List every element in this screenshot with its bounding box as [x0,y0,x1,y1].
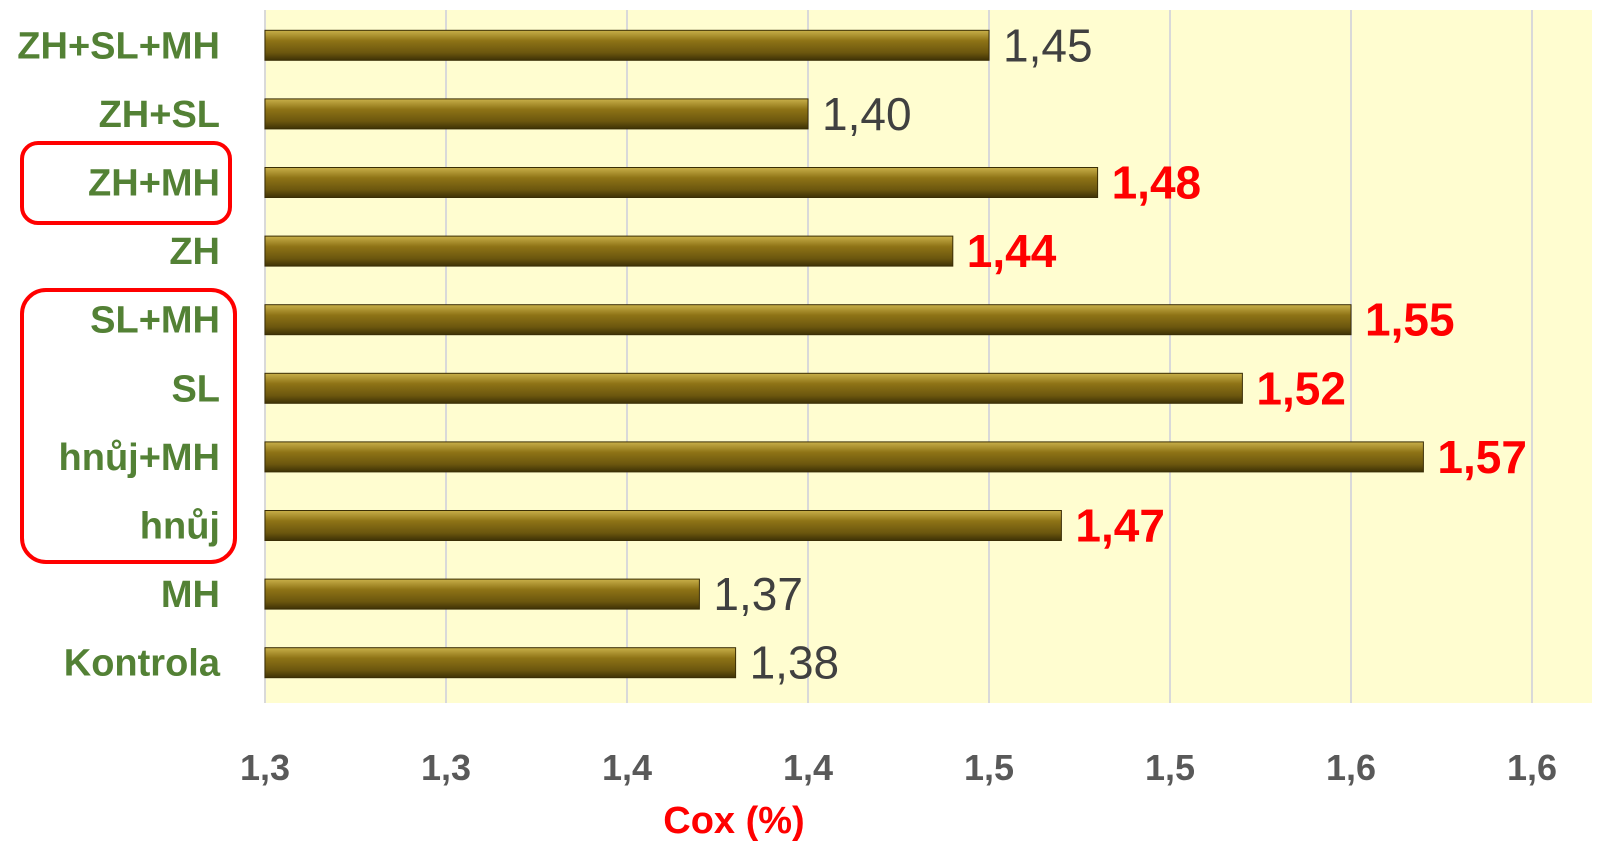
highlight-boxes [20,141,237,564]
category-label: ZH+MH [88,163,220,205]
value-label: 1,47 [1075,500,1165,552]
bar-zh [264,235,954,267]
x-tick-label: 1,5 [1145,747,1195,788]
highlight-box-zh-mh [20,141,232,225]
x-axis-title: Cox (%) [663,800,804,842]
x-tick-label: 1,3 [421,747,471,788]
category-label: ZH+SL [99,94,220,136]
x-tick-label: 1,6 [1326,747,1376,788]
x-tick-label: 1,4 [602,747,652,788]
value-label: 1,55 [1365,294,1455,346]
value-label: 1,52 [1256,362,1346,414]
bar-zh-mh [264,167,1099,198]
category-label: MH [161,574,220,616]
value-label: 1,48 [1112,157,1202,209]
category-label: hnůj [140,506,220,548]
bar-hnuj [264,510,1062,541]
bar-zh-sl [264,98,809,130]
category-label: SL [171,368,220,410]
value-label: 1,44 [967,225,1057,277]
x-tick-label: 1,5 [964,747,1014,788]
category-label: ZH+SL+MH [17,25,220,67]
category-labels: ZH+SL+MH ZH+SL ZH+MH ZH SL+MH SL hnůj+MH hnůj MH… [17,25,221,684]
bar-hnuj-mh [264,441,1424,473]
value-label: 1,37 [713,568,803,620]
category-label: hnůj+MH [59,437,220,479]
x-tick-label: 1,6 [1507,747,1557,788]
value-label: 1,38 [750,637,840,689]
value-label: 1,40 [822,88,912,140]
bar-sl-mh [264,304,1352,336]
category-label: Kontrola [64,643,221,685]
highlight-box-sl-hnuj [20,288,237,564]
bar-kontrola [264,647,737,679]
x-tick-label: 1,4 [783,747,833,788]
value-labels: 1,45 1,40 1,48 1,44 1,55 1,52 1,57 1,47 1,37 1,38 [713,19,1527,688]
x-tick-labels: 1,3 1,3 1,4 1,4 1,5 1,5 1,6 1,6 [240,747,1557,788]
category-label: ZH [169,231,220,273]
value-label: 1,57 [1437,431,1527,483]
bars [264,29,1424,679]
bar-mh [264,578,700,610]
x-tick-label: 1,3 [240,747,290,788]
bar-sl [264,372,1243,404]
category-label: SL+MH [90,300,220,342]
value-label: 1,45 [1003,19,1093,71]
bar-zh-sl-mh [264,29,990,61]
